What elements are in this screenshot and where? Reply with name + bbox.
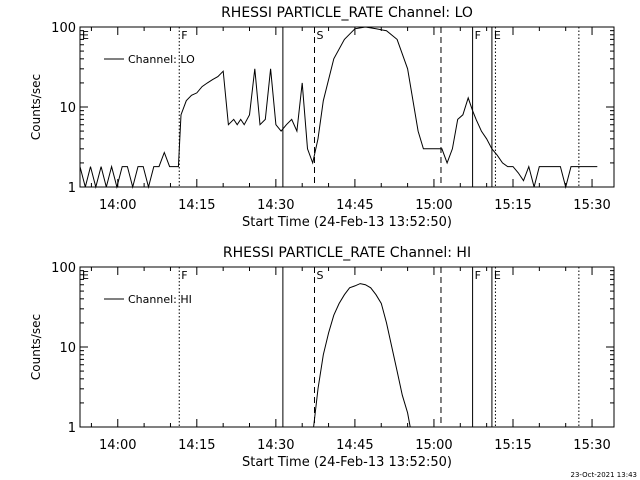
x-axis-label: Start Time (24-Feb-13 13:52:50): [242, 455, 452, 470]
x-tick-label: 15:15: [494, 438, 531, 453]
x-tick-label: 14:00: [99, 438, 136, 453]
x-axis-label: Start Time (24-Feb-13 13:52:50): [242, 215, 452, 230]
y-tick-label: 100: [51, 21, 76, 36]
chart-title: RHESSI PARTICLE_RATE Channel: LO: [221, 5, 473, 21]
y-tick-label: 1: [68, 421, 76, 436]
marker-label: F: [475, 29, 481, 42]
chart-title: RHESSI PARTICLE_RATE Channel: HI: [223, 245, 471, 261]
series-line: [79, 26, 598, 189]
x-tick-label: 14:30: [257, 438, 294, 453]
x-tick-label: 14:30: [257, 198, 294, 213]
marker-label: E: [82, 269, 89, 282]
marker-label: E: [82, 29, 89, 42]
marker-label: F: [181, 29, 187, 42]
x-tick-label: 14:15: [178, 438, 215, 453]
x-tick-label: 15:00: [415, 438, 452, 453]
x-tick-label: 15:30: [573, 438, 610, 453]
x-tick-label: 15:00: [415, 198, 452, 213]
marker-label: E: [494, 269, 501, 282]
x-tick-label: 14:45: [336, 438, 373, 453]
x-tick-label: 15:30: [573, 198, 610, 213]
panel-hi: RHESSI PARTICLE_RATE Channel: HI Start T…: [29, 245, 615, 470]
y-tick-label: 10: [59, 101, 76, 116]
legend-label: Channel: HI: [128, 293, 192, 306]
x-tick-label: 14:00: [99, 198, 136, 213]
panel-lo: RHESSI PARTICLE_RATE Channel: LO Start T…: [29, 5, 615, 230]
footer-timestamp: 23-Oct-2021 13:43: [571, 471, 637, 479]
y-axis-label: Counts/sec: [29, 74, 43, 140]
y-tick-label: 10: [59, 341, 76, 356]
series-line: [313, 283, 411, 428]
x-tick-label: 15:15: [494, 198, 531, 213]
marker-label: F: [475, 269, 481, 282]
legend-label: Channel: LO: [128, 53, 195, 66]
plot-area: 1 10 100 14:00 14:15 14:30 14:45 15:00 15:15 15:3…: [51, 261, 615, 453]
marker-label: E: [494, 29, 501, 42]
marker-label: F: [181, 269, 187, 282]
y-axis-label: Counts/sec: [29, 314, 43, 380]
x-tick-label: 14:45: [336, 198, 373, 213]
marker-label: S: [317, 29, 324, 42]
x-tick-label: 14:15: [178, 198, 215, 213]
y-tick-label: 1: [68, 181, 76, 196]
y-tick-label: 100: [51, 261, 76, 276]
marker-label: S: [317, 269, 324, 282]
plot-area: 1 10 100 14:00 14:15 14:30 14:45 15:00 15:15 15:3…: [51, 21, 615, 213]
